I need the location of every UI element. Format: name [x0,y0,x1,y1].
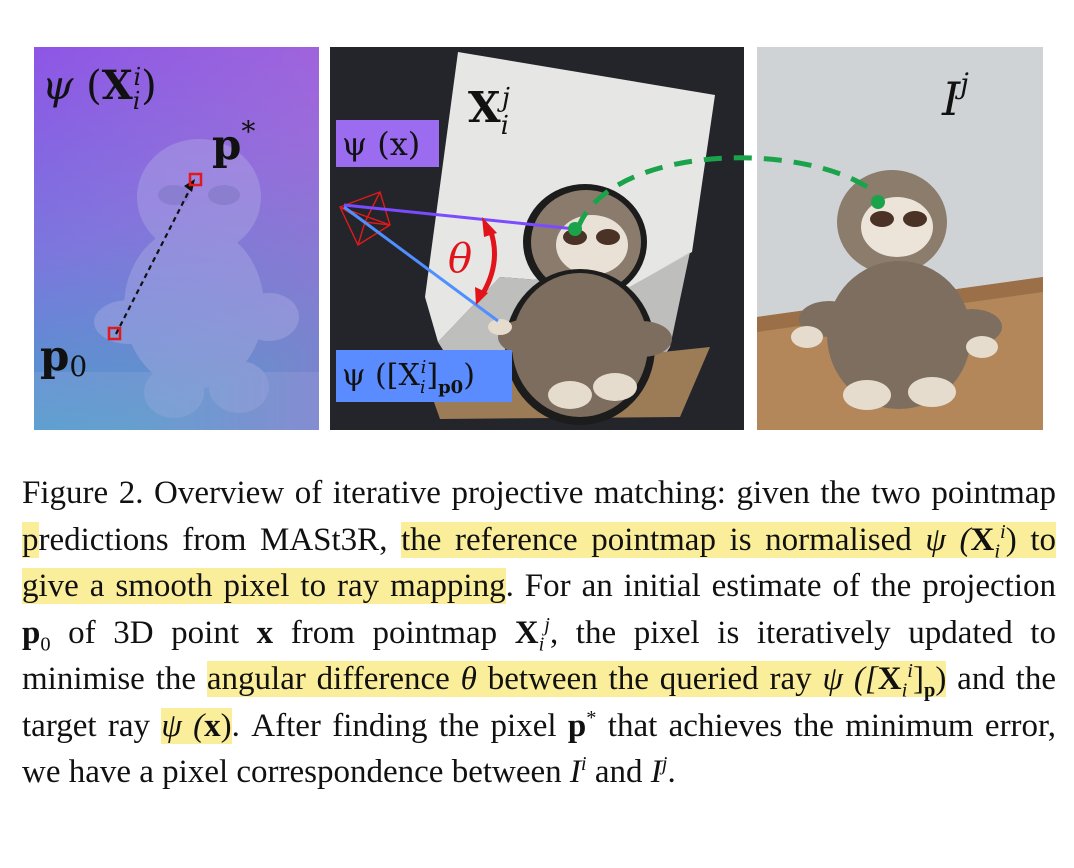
X-label: Xij [468,83,510,141]
normalised-pointmap-panel: ψ (Xii) p* p0 [34,47,319,430]
pointmap-3d-figure: θ Xij ψ (x) ψ ([Xii]p0) [330,47,744,430]
psi-X-label: ψ (Xii) [42,62,157,115]
psi-p0-label: ψ ([Xii]p0) [342,357,475,398]
sloth-pointcloud [488,184,672,425]
query-ray [343,205,499,323]
psi-p0-box [336,350,512,402]
matched-point [871,195,885,209]
figure-caption: Figure 2. Overview of iterative projecti… [22,475,1056,790]
theta-arrow [479,228,497,297]
pstar-label: p* [212,115,255,169]
target-image-figure: Ij [757,47,1043,430]
target-point [568,222,582,236]
pstar-marker [188,172,203,187]
theta-label: θ [448,236,472,282]
target-ray [343,203,576,231]
sloth-silhouette [34,139,319,430]
normalised-pointmap-figure: ψ (Xii) p* p0 [34,47,319,430]
I-label: Ij [941,67,969,126]
pointmap-3d-panel: θ Xij ψ (x) ψ ([Xii]p0) [330,47,744,430]
psi-x-box [336,120,439,167]
iteration-arrow [115,186,192,335]
psi-x-label: ψ (x) [342,125,420,163]
p0-marker [107,326,122,341]
p0-label: p0 [40,331,87,383]
target-image-panel: Ij [757,47,1043,430]
